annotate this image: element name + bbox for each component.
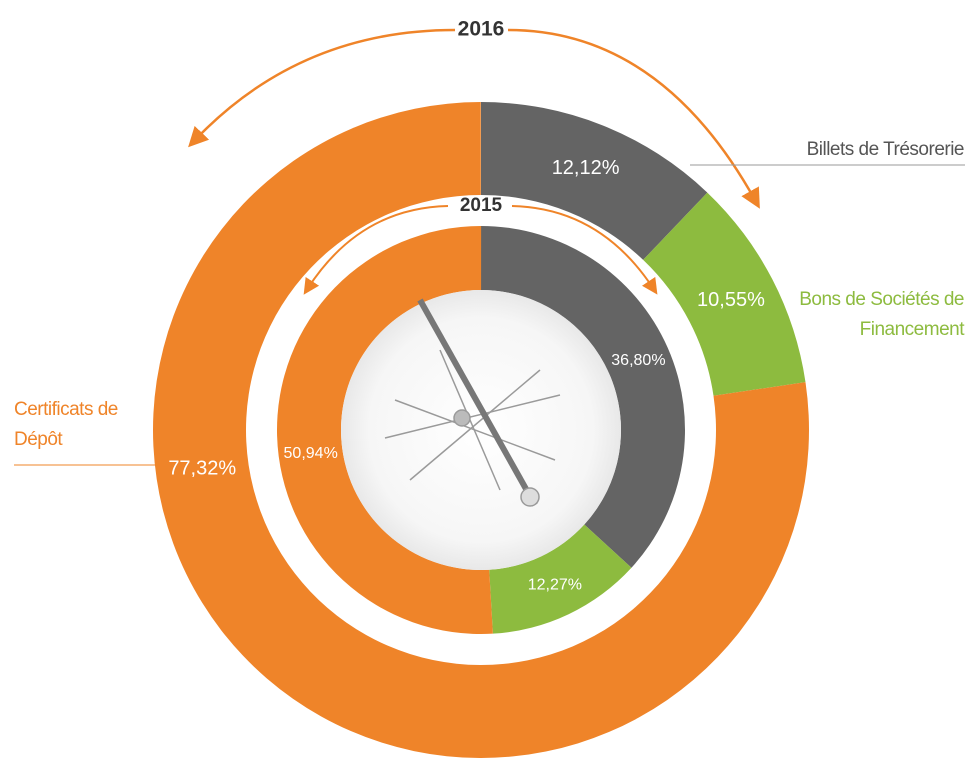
donut-segment [481, 226, 686, 568]
donut-segment [276, 226, 493, 635]
category-label: Billets de Trésorerie [806, 139, 965, 160]
data-label: 12,27% [528, 577, 582, 594]
arrow [303, 205, 449, 295]
year-label: 2015 [460, 195, 503, 216]
data-label: 10,55% [697, 289, 765, 311]
year-label: 2016 [458, 18, 505, 41]
arrow [188, 28, 456, 148]
arrow [511, 205, 658, 295]
compass-face [341, 290, 621, 570]
rings [152, 102, 809, 758]
donut-segment [643, 192, 806, 396]
donut-segment [481, 102, 708, 260]
data-label: 50,94% [284, 445, 338, 462]
donut-segment [489, 524, 632, 634]
category-label: Certificats de Dépôt [14, 399, 118, 450]
arrow [507, 28, 760, 209]
data-label: 77,32% [168, 457, 236, 479]
data-label: 36,80% [611, 352, 665, 369]
compass [384, 275, 561, 507]
category-label: Bons de Sociétés de Financement [799, 289, 964, 340]
data-label: 12,12% [552, 157, 620, 179]
